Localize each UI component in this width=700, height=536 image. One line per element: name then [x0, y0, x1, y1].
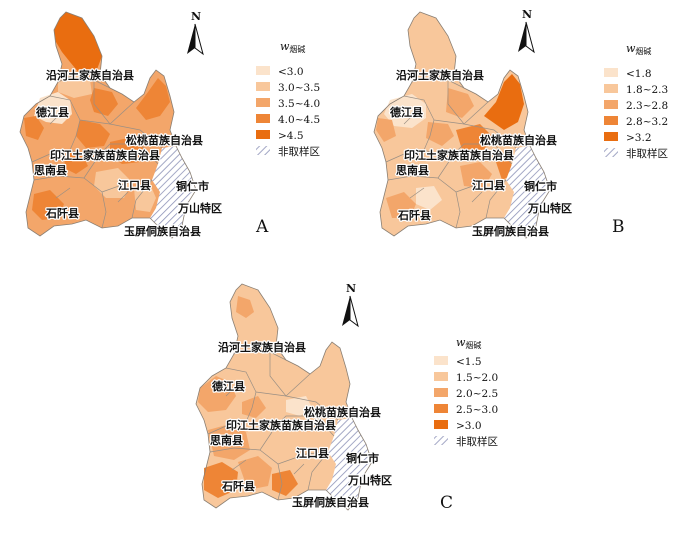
label-shiqian: 石阡县 [45, 206, 79, 220]
legend-class-5: >3.2 [626, 132, 652, 144]
label-yinjiang: 印江土家族苗族自治县 [404, 148, 514, 162]
place-labels-c: 沿河土家族自治县 德江县 松桃苗族自治县 印江土家族苗族自治县 思南县 江口县 … [209, 339, 394, 511]
svg-text:w烟碱: w烟碱 [280, 40, 305, 54]
label-sinan: 思南县 [210, 433, 243, 447]
legend-swatch-hatch [604, 148, 618, 157]
legend-non-sample: 非取样区 [278, 145, 320, 158]
legend-class-5: >4.5 [278, 130, 304, 142]
label-jiangkou: 江口县 [296, 446, 329, 460]
label-yinjiang: 印江土家族苗族自治县 [226, 418, 336, 432]
legend-swatch [434, 356, 448, 365]
label-yuping: 玉屏侗族自治县 [472, 224, 549, 238]
choropleth-b [373, 11, 551, 239]
choropleth-a [19, 11, 197, 239]
panel-label-a: A [255, 217, 269, 237]
label-sinan: 思南县 [396, 163, 429, 177]
label-jiangkou: 江口县 [472, 178, 505, 192]
label-yinjiang: 印江土家族苗族自治县 [50, 148, 160, 162]
legend-non-sample: 非取样区 [626, 147, 668, 160]
label-tongren: 铜仁市 [523, 179, 557, 193]
legend-class-3: 2.0~2.5 [456, 388, 498, 400]
legend-swatch [256, 82, 270, 91]
panel-label-c: C [440, 493, 453, 513]
legend-swatch [604, 84, 618, 93]
legend-b: w烟碱 <1.8 1.8~2.3 2.3~2.8 2.8~3.2 >3.2 非取… [604, 42, 668, 160]
panel-label-b: B [612, 217, 625, 237]
legend-swatch [256, 98, 270, 107]
legend-swatch [256, 130, 270, 139]
place-labels-b: 沿河土家族自治县 德江县 松桃苗族自治县 印江土家族苗族自治县 思南县 江口县 … [388, 67, 574, 240]
label-yanhe: 沿河土家族自治县 [396, 68, 484, 82]
legend-c: w烟碱 <1.5 1.5~2.0 2.0~2.5 2.5~3.0 >3.0 非取… [434, 336, 498, 448]
label-tongren: 铜仁市 [345, 451, 379, 465]
legend-swatch [604, 68, 618, 77]
svg-text:w烟碱: w烟碱 [626, 42, 651, 56]
label-dejiang: 德江县 [35, 105, 69, 119]
svg-text:w烟碱: w烟碱 [456, 336, 481, 350]
legend-class-2: 3.0~3.5 [278, 82, 320, 94]
label-yuping: 玉屏侗族自治县 [124, 224, 201, 238]
label-shiqian: 石阡县 [221, 479, 255, 493]
label-yanhe: 沿河土家族自治县 [46, 68, 134, 82]
legend-swatch [434, 388, 448, 397]
legend-swatch [434, 404, 448, 413]
legend-non-sample: 非取样区 [456, 435, 498, 448]
svg-text:N: N [522, 8, 532, 21]
choropleth-c [195, 283, 373, 511]
legend-class-4: 2.5~3.0 [456, 404, 498, 416]
label-songtao: 松桃苗族自治县 [304, 405, 381, 419]
legend-class-3: 2.3~2.8 [626, 100, 668, 112]
legend-swatch [604, 132, 618, 141]
map-panel-a: 沿河土家族自治县 德江县 松桃苗族自治县 印江土家族苗族自治县 思南县 江口县 … [19, 11, 224, 240]
legend-swatch [604, 100, 618, 109]
label-dejiang: 德江县 [211, 379, 245, 393]
legend-swatch-hatch [434, 436, 448, 445]
label-wanshan: 万山特区 [347, 473, 392, 487]
map-panel-b: 沿河土家族自治县 德江县 松桃苗族自治县 印江土家族苗族自治县 思南县 江口县 … [373, 11, 574, 240]
map-panel-c: 沿河土家族自治县 德江县 松桃苗族自治县 印江土家族苗族自治县 思南县 江口县 … [195, 283, 394, 511]
label-shiqian: 石阡县 [397, 208, 431, 222]
svg-text:N: N [346, 282, 356, 295]
label-songtao: 松桃苗族自治县 [480, 133, 557, 147]
legend-swatch-hatch [256, 146, 270, 155]
label-sinan: 思南县 [34, 163, 67, 177]
legend-swatch [604, 116, 618, 125]
legend-class-2: 1.8~2.3 [626, 84, 668, 96]
svg-text:N: N [191, 10, 201, 23]
legend-class-1: <1.5 [456, 356, 482, 368]
label-yanhe: 沿河土家族自治县 [218, 340, 306, 354]
north-arrow-b: N [518, 8, 535, 54]
legend-swatch [434, 420, 448, 429]
label-wanshan: 万山特区 [177, 201, 222, 215]
place-labels-a: 沿河土家族自治县 德江县 松桃苗族自治县 印江土家族苗族自治县 思南县 江口县 … [33, 67, 224, 240]
legend-swatch [256, 66, 270, 75]
legend-class-3: 3.5~4.0 [278, 98, 320, 110]
label-yuping: 玉屏侗族自治县 [292, 495, 369, 509]
legend-class-2: 1.5~2.0 [456, 372, 498, 384]
north-arrow-a: N [187, 10, 204, 56]
legend-class-5: >3.0 [456, 420, 482, 432]
legend-class-1: <1.8 [626, 68, 652, 80]
legend-class-4: 4.0~4.5 [278, 114, 320, 126]
label-dejiang: 德江县 [389, 105, 423, 119]
legend-swatch [434, 372, 448, 381]
legend-swatch [256, 114, 270, 123]
label-wanshan: 万山特区 [527, 201, 572, 215]
legend-a: w烟碱 <3.0 3.0~3.5 3.5~4.0 4.0~4.5 >4.5 非取… [256, 40, 320, 158]
legend-class-1: <3.0 [278, 66, 304, 78]
label-tongren: 铜仁市 [175, 179, 209, 193]
legend-class-4: 2.8~3.2 [626, 116, 668, 128]
north-arrow-c: N [342, 282, 359, 328]
label-songtao: 松桃苗族自治县 [126, 133, 203, 147]
label-jiangkou: 江口县 [118, 178, 151, 192]
